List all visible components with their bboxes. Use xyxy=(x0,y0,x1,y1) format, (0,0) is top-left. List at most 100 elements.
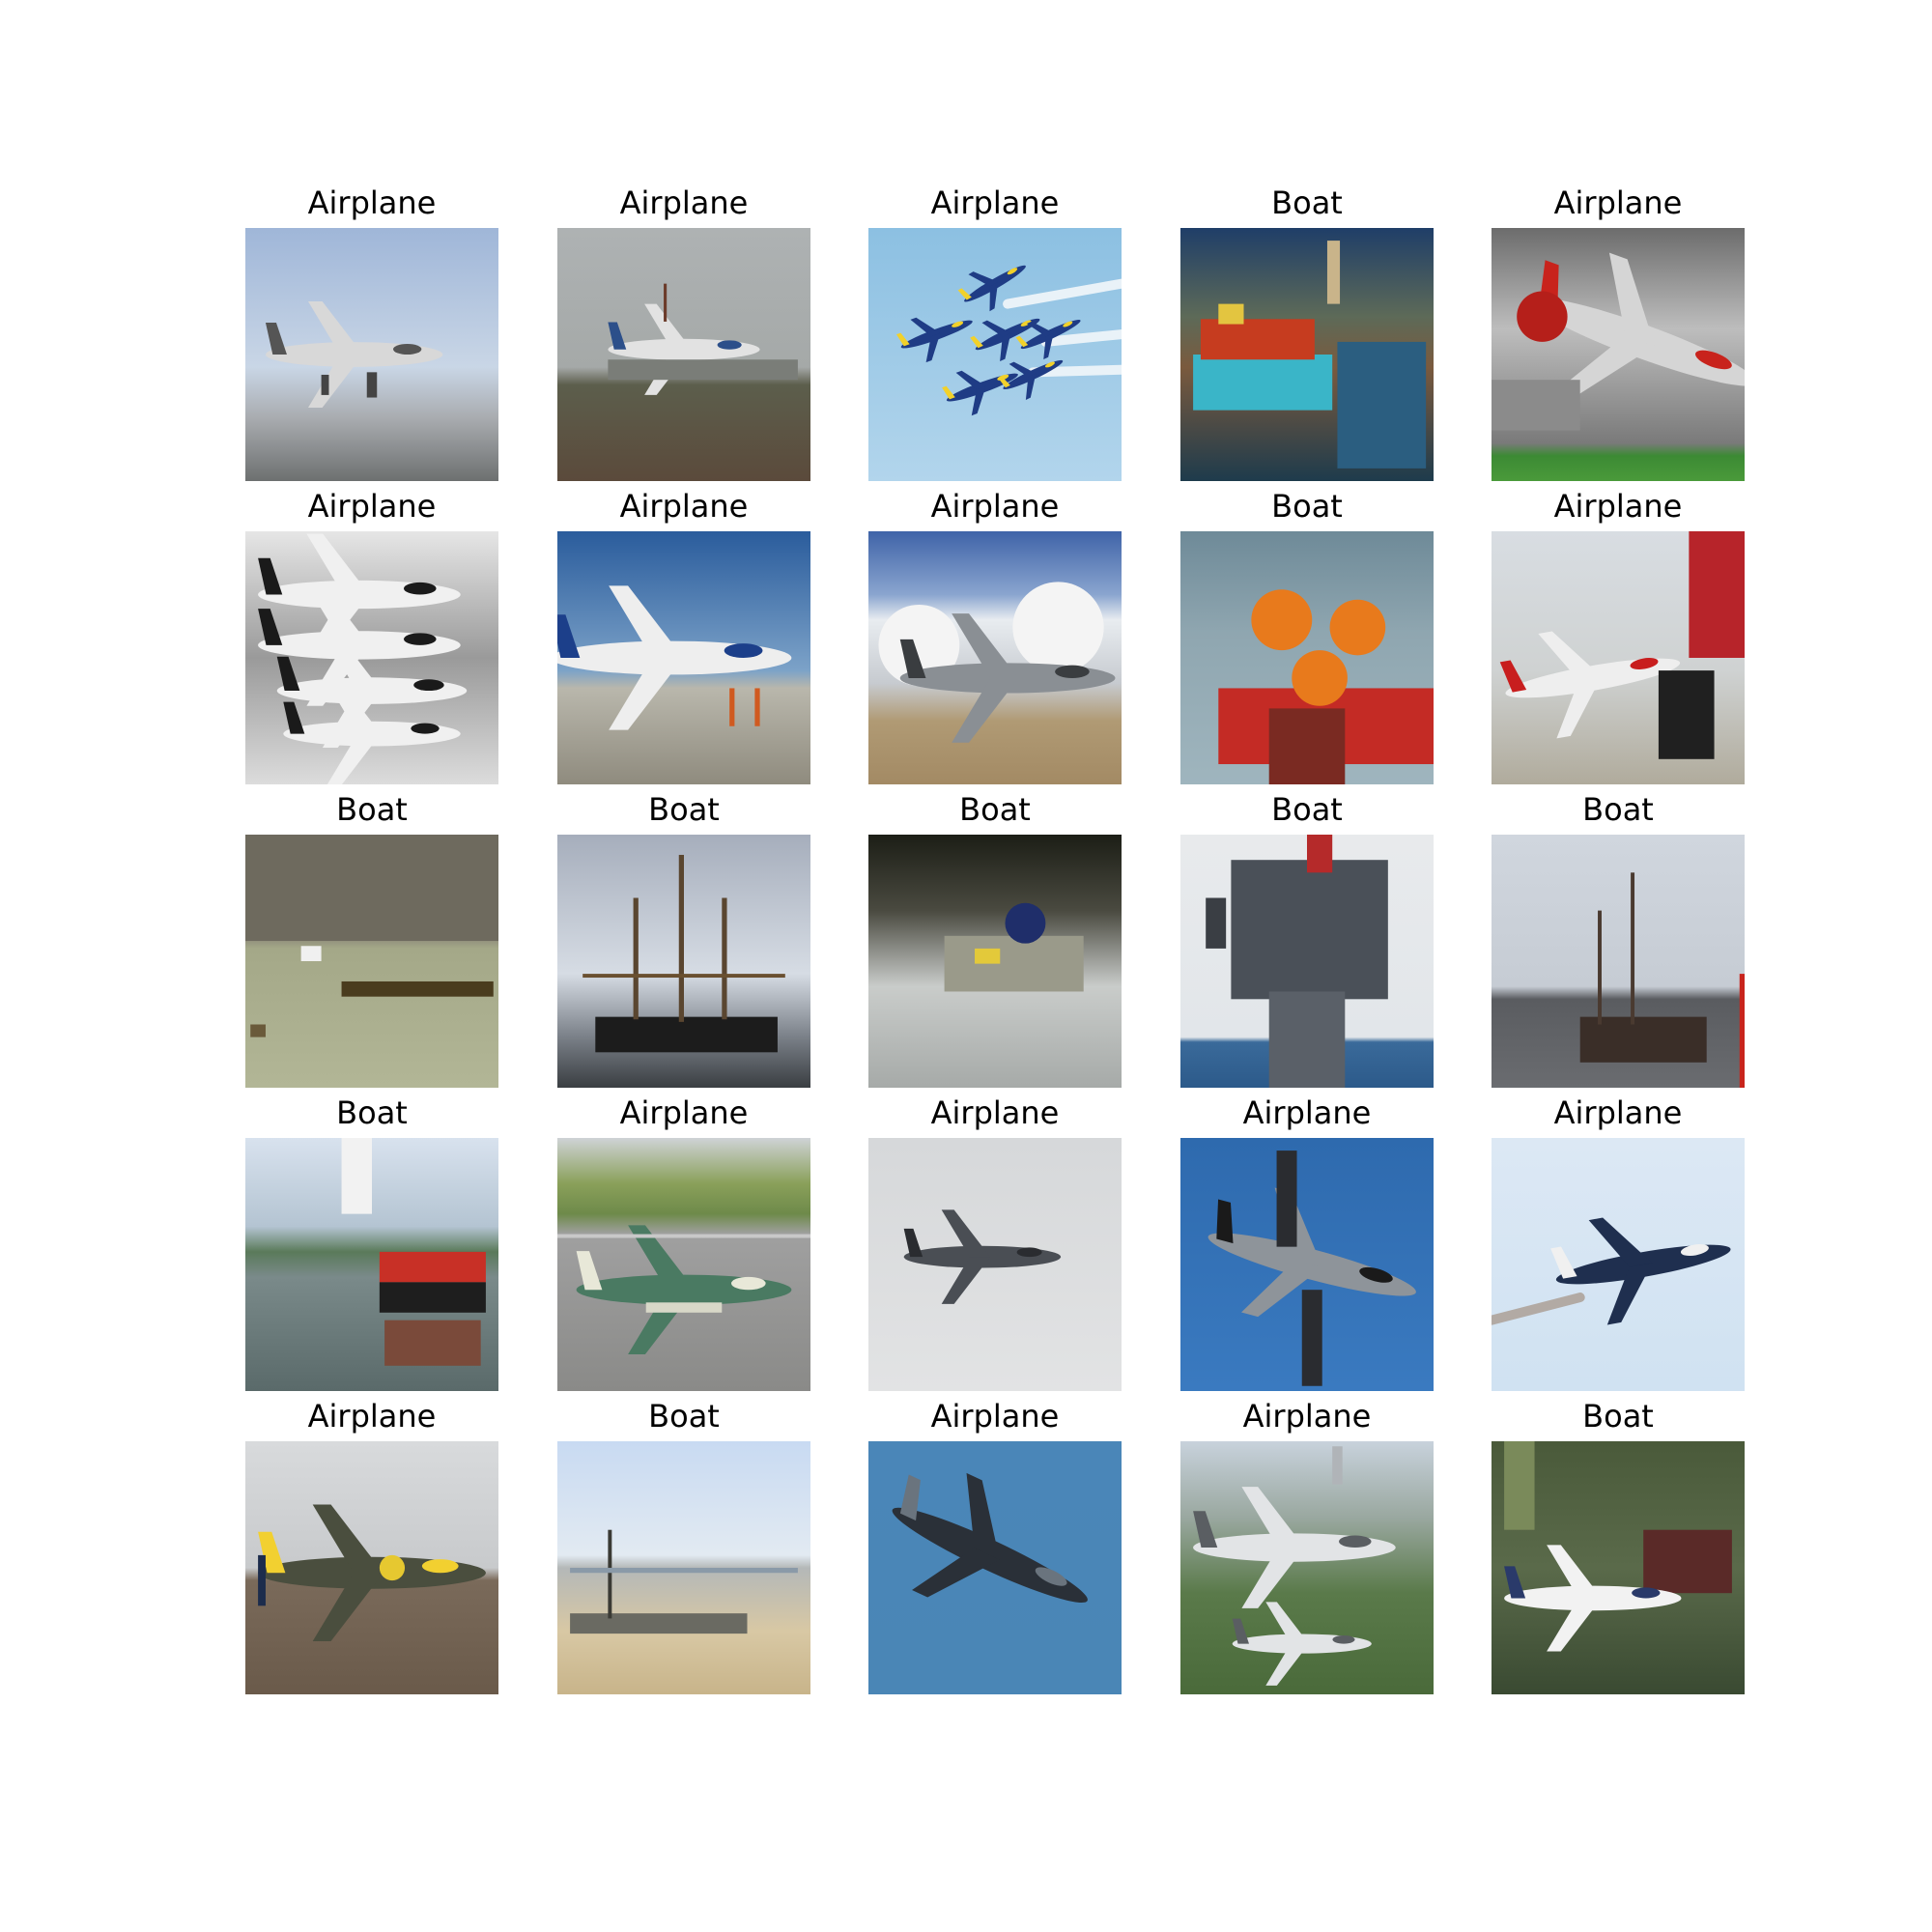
aircraft-shape xyxy=(903,1209,1062,1304)
image-region xyxy=(258,1554,266,1606)
image-region xyxy=(300,946,322,961)
aircraft-shape xyxy=(1530,252,1745,395)
image-label: Airplane xyxy=(1242,1398,1372,1435)
image-region xyxy=(384,1320,481,1366)
thumbnail-image xyxy=(868,531,1122,784)
thumbnail-image xyxy=(557,228,810,481)
image-label: Boat xyxy=(1582,791,1654,828)
aircraft-shape xyxy=(1499,631,1681,739)
image-label: Airplane xyxy=(619,488,749,525)
image-label: Boat xyxy=(648,1398,720,1435)
thumbnail-image xyxy=(1180,1138,1434,1391)
image-region xyxy=(1329,599,1386,656)
image-label: Boat xyxy=(336,1094,408,1131)
aircraft-shape xyxy=(998,359,1064,400)
image-label: Airplane xyxy=(1553,185,1683,221)
image-region xyxy=(664,283,668,322)
thumbnail-image xyxy=(557,835,810,1088)
image-region xyxy=(582,974,785,979)
aircraft-shape xyxy=(1232,1602,1372,1686)
image-region xyxy=(1631,872,1635,1025)
thumbnail-image xyxy=(557,1441,810,1694)
thumbnail-image xyxy=(868,1441,1122,1694)
image-label: Boat xyxy=(1582,1398,1654,1435)
image-label: Airplane xyxy=(930,1094,1060,1131)
image-region xyxy=(1517,291,1568,342)
image-region xyxy=(878,604,960,686)
image-region xyxy=(754,688,760,726)
thumbnail-image xyxy=(245,1138,498,1391)
image-region xyxy=(1332,1446,1343,1485)
image-region xyxy=(366,372,378,398)
thumbnail-image xyxy=(1492,1441,1745,1694)
thumbnail-image xyxy=(1180,1441,1434,1694)
image-label: Airplane xyxy=(1553,1094,1683,1131)
image-label: Airplane xyxy=(930,185,1060,221)
image-label: Airplane xyxy=(619,185,749,221)
image-region xyxy=(1268,991,1346,1088)
image-label: Boat xyxy=(1271,791,1343,828)
image-label: Boat xyxy=(1271,185,1343,221)
thumbnail-image xyxy=(557,1138,810,1391)
thumbnail-image xyxy=(1492,1138,1745,1391)
image-region xyxy=(379,1554,406,1581)
image-region xyxy=(1337,341,1427,469)
image-region xyxy=(321,374,329,395)
thumbnail-image xyxy=(245,1441,498,1694)
image-region xyxy=(722,897,727,1020)
thumbnail-image xyxy=(1492,835,1745,1088)
thumbnail-image xyxy=(245,531,498,784)
image-region xyxy=(1689,531,1745,658)
image-label: Airplane xyxy=(307,185,437,221)
image-background xyxy=(1180,1441,1434,1694)
image-label: Boat xyxy=(648,791,720,828)
aircraft-shape xyxy=(1015,320,1081,360)
image-region xyxy=(608,359,798,381)
thumbnail-image xyxy=(1180,835,1434,1088)
thumbnail-image xyxy=(245,228,498,481)
thumbnail-image xyxy=(1180,228,1434,481)
image-region xyxy=(1579,1016,1707,1063)
thumbnail-image xyxy=(868,1138,1122,1391)
aircraft-shape xyxy=(283,680,461,784)
image-region xyxy=(1658,670,1715,759)
image-region xyxy=(1231,860,1388,1000)
image-region xyxy=(1492,380,1580,431)
image-region xyxy=(645,1302,723,1313)
image-region xyxy=(1193,355,1333,411)
image-region xyxy=(570,1613,748,1634)
thumbnail-image xyxy=(1492,228,1745,481)
image-region xyxy=(1504,1441,1535,1530)
image-region xyxy=(250,1024,266,1037)
image-label: Boat xyxy=(959,791,1031,828)
aircraft-shape xyxy=(1550,1217,1731,1325)
image-background xyxy=(557,1138,810,1391)
image-region xyxy=(1598,910,1602,1025)
image-label: Airplane xyxy=(1242,1094,1372,1131)
image-region xyxy=(678,854,684,1022)
aircraft-shape xyxy=(1504,1545,1682,1652)
image-region xyxy=(1643,1529,1732,1594)
image-region xyxy=(1218,303,1244,325)
smoke-trail xyxy=(1003,278,1122,309)
image-label: Boat xyxy=(1271,488,1343,525)
thumbnail-image xyxy=(868,228,1122,481)
aircraft-shape xyxy=(892,1472,1088,1604)
image-region xyxy=(975,948,1001,964)
image-label: Airplane xyxy=(619,1094,749,1131)
image-region xyxy=(1301,1290,1322,1386)
image-region xyxy=(1012,582,1104,673)
thumbnail-image xyxy=(868,835,1122,1088)
aircraft-shape xyxy=(970,318,1040,362)
image-region xyxy=(944,935,1084,992)
image-region xyxy=(729,688,735,726)
image-region xyxy=(1268,708,1346,784)
image-region xyxy=(1307,835,1333,873)
image-region xyxy=(1292,650,1348,706)
image-label: Airplane xyxy=(1553,488,1683,525)
thumbnail-image xyxy=(1180,531,1434,784)
aircraft-shape xyxy=(258,1504,486,1641)
aircraft-shape xyxy=(557,585,792,730)
image-region xyxy=(557,1234,810,1238)
